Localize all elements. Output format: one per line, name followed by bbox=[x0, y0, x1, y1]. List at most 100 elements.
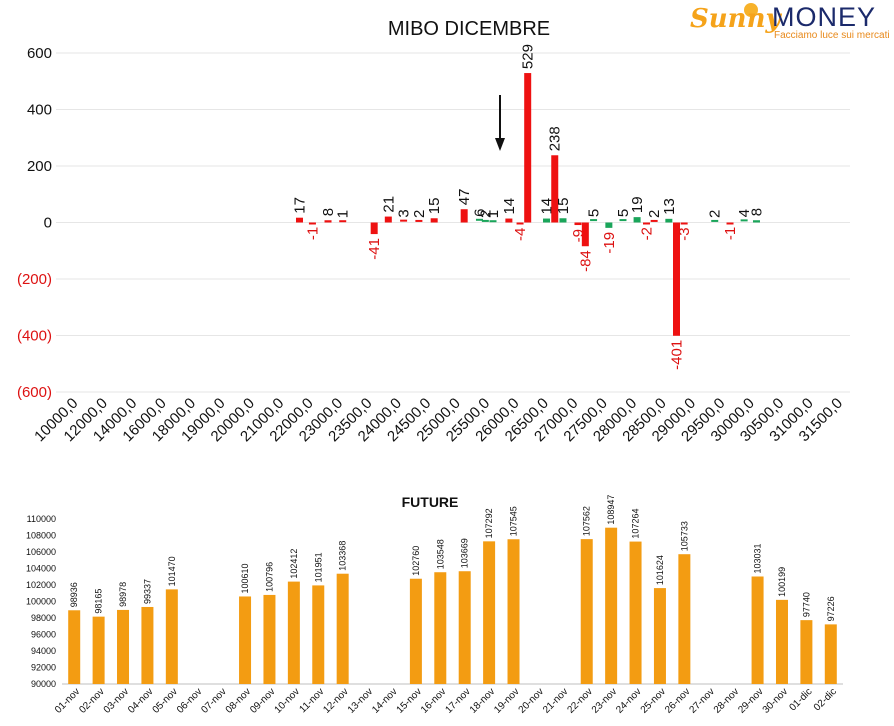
data-bar bbox=[665, 218, 673, 223]
y-tick-label: 0 bbox=[44, 215, 52, 232]
future-x-tick-label: 10-nov bbox=[273, 686, 302, 715]
data-bar bbox=[559, 218, 567, 223]
future-bar bbox=[434, 572, 447, 684]
data-bar bbox=[551, 155, 559, 223]
future-bar bbox=[239, 596, 252, 684]
future-bar bbox=[775, 599, 788, 684]
data-label: -401 bbox=[668, 340, 685, 370]
data-bar bbox=[650, 219, 658, 222]
data-bar bbox=[460, 209, 468, 223]
data-label: 2 bbox=[707, 210, 724, 218]
future-data-label: 100199 bbox=[777, 567, 787, 597]
data-label: -19 bbox=[601, 232, 618, 254]
future-data-label: 103031 bbox=[753, 543, 763, 573]
future-bar bbox=[68, 610, 81, 684]
future-y-tick-label: 98000 bbox=[31, 613, 56, 623]
data-label: 1 bbox=[485, 210, 502, 218]
future-y-tick-label: 104000 bbox=[26, 564, 56, 574]
data-bar bbox=[400, 219, 408, 222]
data-bar bbox=[516, 222, 524, 225]
future-x-tick-label: 01-nov bbox=[53, 686, 82, 715]
data-label: 47 bbox=[456, 189, 473, 206]
future-x-tick-label: 06-nov bbox=[175, 686, 204, 715]
future-data-label: 103368 bbox=[338, 541, 348, 571]
future-data-label: 102412 bbox=[289, 549, 299, 579]
data-bar bbox=[633, 217, 641, 223]
data-bar bbox=[324, 220, 332, 223]
y-tick-label: 400 bbox=[27, 102, 52, 119]
future-x-tick-label: 23-nov bbox=[590, 686, 619, 715]
future-bar bbox=[800, 620, 813, 684]
data-bar bbox=[430, 218, 438, 223]
data-bar bbox=[339, 220, 347, 223]
future-data-label: 97740 bbox=[801, 592, 811, 617]
future-data-label: 107264 bbox=[631, 509, 641, 539]
data-label: 14 bbox=[501, 198, 518, 215]
data-bar bbox=[619, 219, 627, 222]
future-x-tick-label: 16-nov bbox=[419, 686, 448, 715]
data-bar bbox=[295, 217, 303, 223]
future-x-tick-label: 12-nov bbox=[321, 686, 350, 715]
future-x-tick-label: 25-nov bbox=[639, 686, 668, 715]
data-label: -1 bbox=[722, 227, 739, 240]
data-bar bbox=[524, 73, 532, 223]
future-x-tick-label: 19-nov bbox=[492, 686, 521, 715]
data-label: 2 bbox=[477, 210, 494, 218]
future-data-label: 103669 bbox=[460, 538, 470, 568]
future-bar bbox=[824, 624, 837, 684]
future-bar bbox=[653, 588, 666, 684]
data-label: 8 bbox=[748, 208, 765, 216]
data-label: 2 bbox=[411, 210, 428, 218]
data-label: 529 bbox=[520, 44, 537, 69]
future-y-tick-label: 90000 bbox=[31, 679, 56, 689]
data-label: 3 bbox=[396, 209, 413, 217]
future-data-label: 103548 bbox=[435, 539, 445, 569]
data-bar bbox=[740, 219, 748, 222]
future-bar bbox=[678, 554, 691, 684]
data-bar bbox=[505, 218, 513, 223]
data-label: 5 bbox=[586, 209, 603, 217]
future-x-tick-label: 02-dic bbox=[812, 686, 839, 713]
data-bar bbox=[481, 219, 489, 222]
future-x-tick-label: 13-nov bbox=[346, 686, 375, 715]
sunny-money-logo: Sunny MONEY Facciamo luce sui mercati bbox=[686, 2, 891, 44]
data-bar bbox=[726, 222, 734, 225]
future-data-label: 98978 bbox=[118, 582, 128, 607]
future-x-tick-label: 01-dic bbox=[787, 686, 814, 713]
data-bar bbox=[475, 218, 483, 221]
future-data-label: 100796 bbox=[264, 562, 274, 592]
future-x-tick-label: 24-nov bbox=[614, 686, 643, 715]
future-data-label: 97226 bbox=[826, 596, 836, 621]
future-x-tick-label: 29-nov bbox=[736, 686, 765, 715]
data-bar bbox=[384, 216, 392, 223]
future-y-tick-label: 100000 bbox=[26, 597, 56, 607]
future-x-tick-label: 08-nov bbox=[224, 686, 253, 715]
data-bar bbox=[574, 222, 582, 226]
logo-brand-right: MONEY bbox=[772, 2, 877, 32]
future-x-tick-label: 26-nov bbox=[663, 686, 692, 715]
future-data-label: 105733 bbox=[679, 521, 689, 551]
future-bar bbox=[165, 589, 178, 684]
data-label: -1 bbox=[304, 227, 321, 240]
future-y-tick-label: 96000 bbox=[31, 630, 56, 640]
future-x-tick-label: 07-nov bbox=[199, 686, 228, 715]
future-bar bbox=[605, 527, 618, 684]
data-bar bbox=[680, 222, 688, 225]
future-y-tick-label: 108000 bbox=[26, 531, 56, 541]
future-x-tick-label: 30-nov bbox=[761, 686, 790, 715]
future-title: FUTURE bbox=[402, 494, 459, 510]
future-bar bbox=[141, 606, 154, 684]
future-data-label: 101470 bbox=[167, 556, 177, 586]
future-x-tick-label: 15-nov bbox=[395, 686, 424, 715]
data-bar bbox=[543, 218, 551, 223]
future-data-label: 101624 bbox=[655, 555, 665, 585]
future-data-label: 107562 bbox=[582, 506, 592, 536]
data-label: -84 bbox=[577, 250, 594, 272]
future-x-tick-label: 18-nov bbox=[468, 686, 497, 715]
future-x-tick-label: 02-nov bbox=[77, 686, 106, 715]
data-bar bbox=[415, 219, 423, 222]
future-x-tick-label: 11-nov bbox=[298, 686, 327, 715]
future-data-label: 107292 bbox=[484, 508, 494, 538]
future-data-label: 107545 bbox=[509, 506, 519, 536]
data-label: 13 bbox=[661, 198, 678, 215]
